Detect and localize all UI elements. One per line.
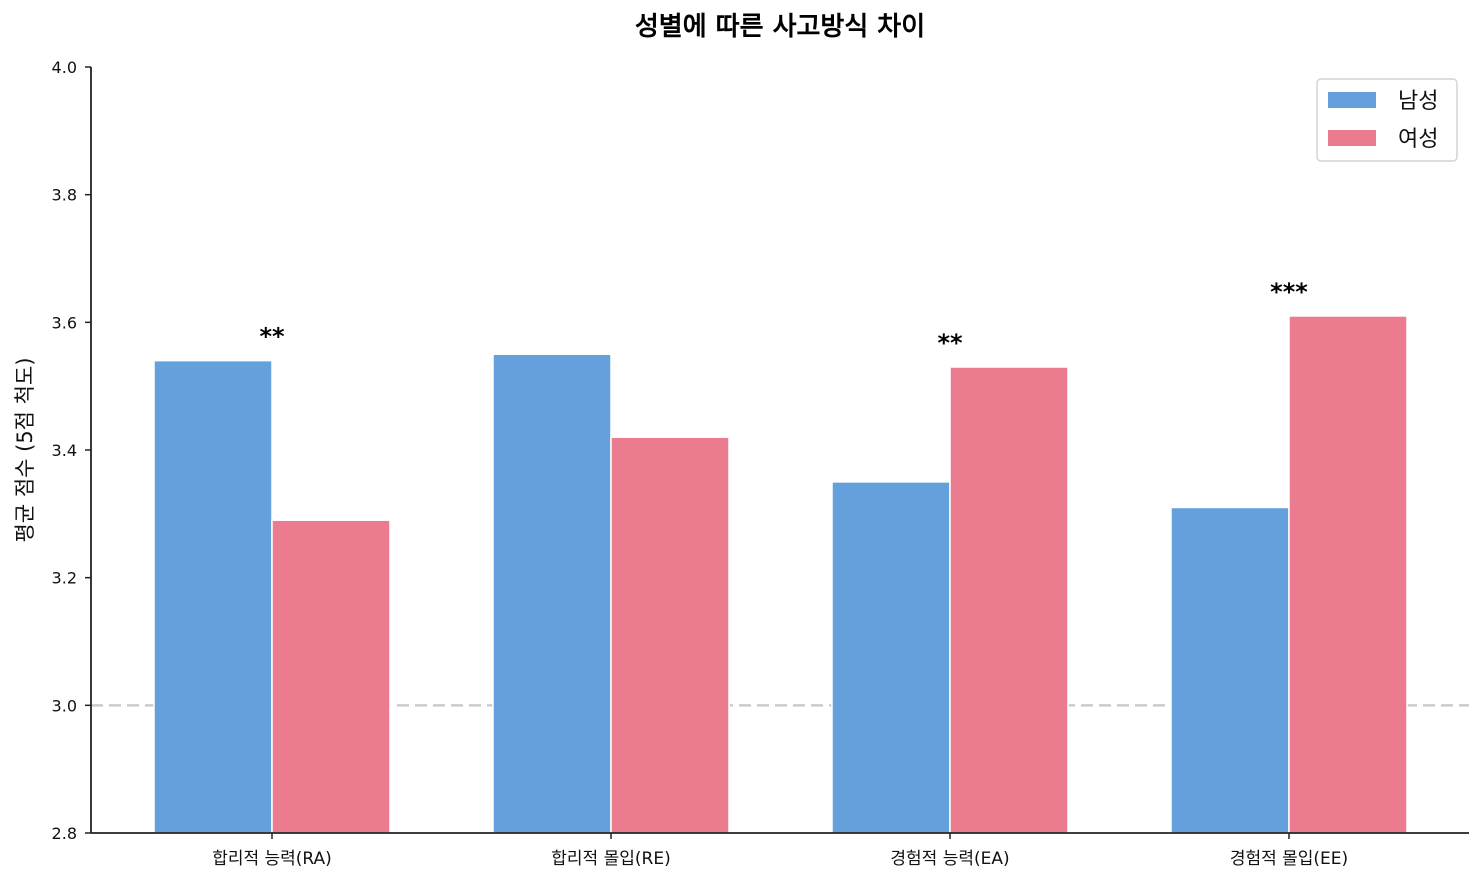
bar-male-2 bbox=[831, 481, 951, 834]
significance-marker: ** bbox=[937, 329, 963, 357]
legend-label: 여성 bbox=[1398, 127, 1438, 152]
y-tick-label: 4.0 bbox=[52, 58, 77, 77]
legend-swatch-female bbox=[1328, 130, 1376, 146]
legend-swatch-male bbox=[1328, 92, 1376, 108]
x-tick-label: 합리적 몰입(RE) bbox=[551, 849, 670, 869]
y-tick-label: 3.8 bbox=[52, 186, 77, 205]
x-tick-label: 경험적 몰입(EE) bbox=[1230, 849, 1348, 869]
y-axis: 2.8 3.0 3.2 3.4 3.6 3.8 4.0 bbox=[52, 58, 92, 843]
significance-marker: ** bbox=[259, 323, 285, 351]
bar-female-2 bbox=[949, 366, 1069, 834]
bar-female-3 bbox=[1288, 315, 1408, 834]
y-tick-label: 3.2 bbox=[52, 569, 77, 588]
bar-male-3 bbox=[1170, 506, 1290, 834]
y-tick-label: 3.0 bbox=[52, 696, 77, 715]
bar-female-0 bbox=[271, 519, 391, 834]
bar-female-1 bbox=[610, 436, 730, 834]
significance-marker: *** bbox=[1270, 278, 1308, 306]
bar-male-0 bbox=[153, 359, 273, 834]
y-tick-label: 2.8 bbox=[52, 824, 77, 843]
x-tick-label: 경험적 능력(EA) bbox=[890, 849, 1009, 869]
bar-male-1 bbox=[492, 353, 612, 834]
x-tick-label: 합리적 능력(RA) bbox=[212, 849, 332, 869]
chart-title: 성별에 따른 사고방식 차이 bbox=[635, 12, 925, 42]
y-axis-title: 평균 점수 (5점 척도) bbox=[13, 357, 37, 542]
x-axis: 합리적 능력(RA) 합리적 몰입(RE) 경험적 능력(EA) 경험적 몰입(EE) bbox=[91, 832, 1469, 869]
y-tick-label: 3.6 bbox=[52, 313, 77, 332]
y-tick-label: 3.4 bbox=[52, 441, 77, 460]
legend-label: 남성 bbox=[1398, 89, 1438, 114]
plot-area: ** ***** bbox=[91, 278, 1469, 834]
